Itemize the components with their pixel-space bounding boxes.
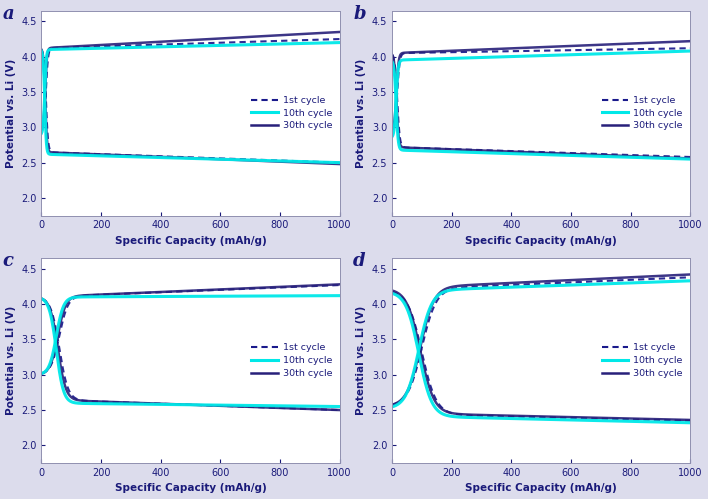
Legend: 1st cycle, 10th cycle, 30th cycle: 1st cycle, 10th cycle, 30th cycle: [249, 93, 335, 133]
Text: a: a: [3, 4, 14, 22]
Legend: 1st cycle, 10th cycle, 30th cycle: 1st cycle, 10th cycle, 30th cycle: [599, 93, 685, 133]
X-axis label: Specific Capacity (mAh/g): Specific Capacity (mAh/g): [115, 236, 266, 246]
Text: c: c: [3, 252, 13, 270]
X-axis label: Specific Capacity (mAh/g): Specific Capacity (mAh/g): [465, 484, 617, 494]
Legend: 1st cycle, 10th cycle, 30th cycle: 1st cycle, 10th cycle, 30th cycle: [249, 340, 335, 381]
X-axis label: Specific Capacity (mAh/g): Specific Capacity (mAh/g): [465, 236, 617, 246]
Y-axis label: Potential vs. Li (V): Potential vs. Li (V): [6, 58, 16, 168]
Y-axis label: Potential vs. Li (V): Potential vs. Li (V): [356, 306, 366, 415]
Y-axis label: Potential vs. Li (V): Potential vs. Li (V): [356, 58, 366, 168]
Text: b: b: [353, 4, 366, 22]
X-axis label: Specific Capacity (mAh/g): Specific Capacity (mAh/g): [115, 484, 266, 494]
Legend: 1st cycle, 10th cycle, 30th cycle: 1st cycle, 10th cycle, 30th cycle: [599, 340, 685, 381]
Y-axis label: Potential vs. Li (V): Potential vs. Li (V): [6, 306, 16, 415]
Text: d: d: [353, 252, 366, 270]
